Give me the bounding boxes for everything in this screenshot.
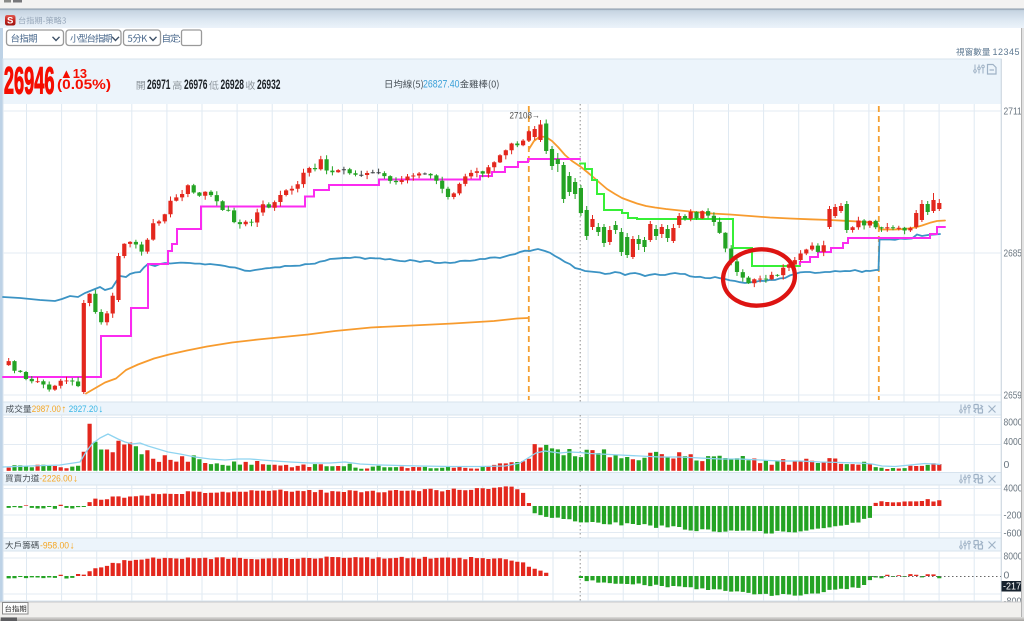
svg-text:↓: ↓ <box>70 540 75 551</box>
svg-text:↑: ↑ <box>61 404 66 415</box>
svg-text:27110: 27110 <box>1004 106 1024 118</box>
svg-text:↓: ↓ <box>98 404 103 415</box>
svg-text:-2000: -2000 <box>1004 510 1024 522</box>
svg-text:8000: 8000 <box>1004 551 1023 563</box>
svg-text:26976: 26976 <box>184 77 208 92</box>
svg-text:-958.00: -958.00 <box>40 540 69 551</box>
svg-text:2927.20: 2927.20 <box>69 404 98 415</box>
svg-text:4000: 4000 <box>1004 483 1023 495</box>
svg-text:26946: 26946 <box>4 61 55 103</box>
svg-text:26971: 26971 <box>147 77 171 92</box>
svg-text:0: 0 <box>1004 459 1010 471</box>
svg-text:26827.40: 26827.40 <box>423 79 460 91</box>
svg-text:4000: 4000 <box>1004 436 1023 448</box>
svg-text:26850: 26850 <box>1004 248 1024 260</box>
svg-text:(0.05%): (0.05%) <box>57 76 111 92</box>
svg-text:0: 0 <box>1004 570 1010 582</box>
svg-text:2987.00: 2987.00 <box>32 404 61 415</box>
svg-text:26932: 26932 <box>257 77 281 92</box>
svg-text:▲13: ▲13 <box>60 66 87 81</box>
svg-text:↓: ↓ <box>73 474 78 485</box>
svg-text:27108→: 27108→ <box>510 111 541 122</box>
svg-text:26590: 26590 <box>1004 390 1024 402</box>
svg-text:-2226.00: -2226.00 <box>39 474 72 485</box>
svg-text:26928: 26928 <box>221 77 245 92</box>
svg-text:-6000: -6000 <box>1004 528 1024 540</box>
svg-text:12345: 12345 <box>993 47 1020 57</box>
svg-text:-217: -217 <box>1003 581 1021 593</box>
svg-text:S: S <box>7 15 13 26</box>
svg-text:8000: 8000 <box>1004 417 1023 429</box>
